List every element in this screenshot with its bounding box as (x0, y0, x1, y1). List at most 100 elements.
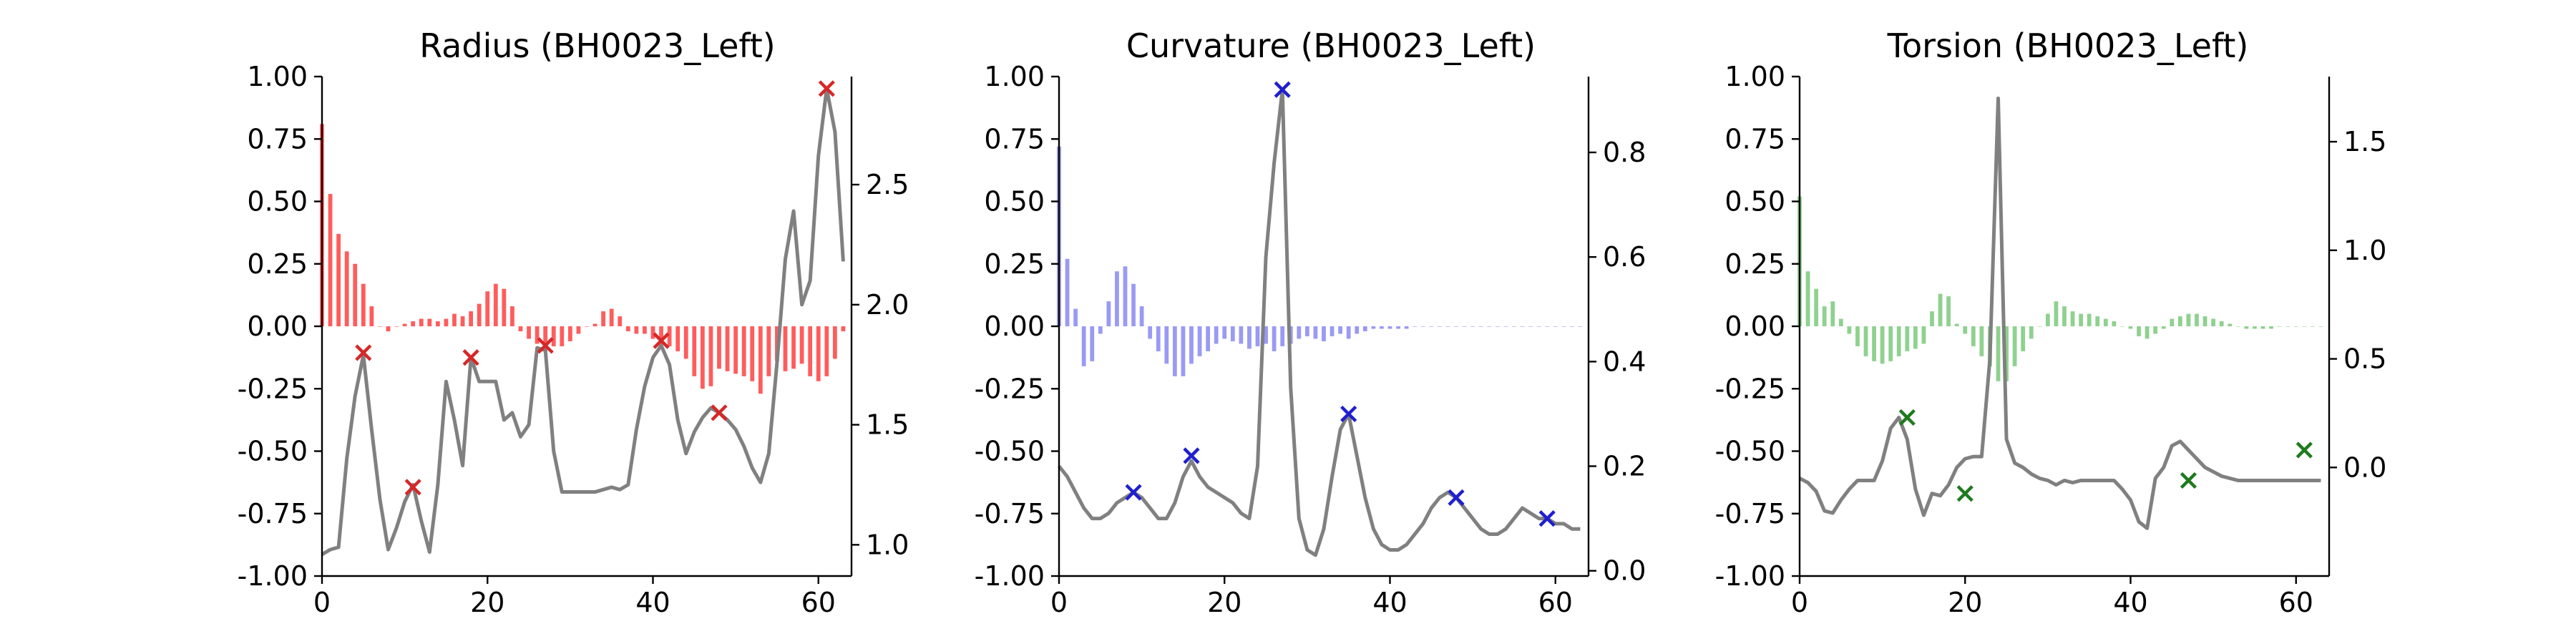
radius-bar (832, 326, 837, 359)
radius-bar (725, 326, 730, 371)
curvature-bar (1445, 326, 1450, 327)
curvature-y-tick-label: -0.25 (975, 373, 1045, 404)
curvature-x-tick-label: 0 (1050, 587, 1068, 618)
torsion-bar (2260, 326, 2265, 329)
radius-bar (469, 311, 474, 326)
radius-bar (700, 326, 705, 389)
curvature-marker (1538, 510, 1556, 527)
curvature-bar (1520, 326, 1525, 327)
radius-y-tick-label: -1.00 (238, 560, 308, 592)
torsion-bar (2235, 326, 2240, 327)
curvature-x-tick-label: 20 (1207, 587, 1241, 618)
radius-bar (592, 323, 597, 326)
torsion-bar (2302, 326, 2307, 327)
radius-bar (444, 318, 449, 326)
radius-bar (369, 306, 374, 326)
radius-bar (485, 291, 490, 326)
curvature-marker (1183, 447, 1200, 464)
radius-marker (404, 479, 421, 496)
radius-bar (675, 326, 680, 351)
curvature-bar (1338, 326, 1343, 334)
torsion-bar (2045, 313, 2050, 326)
curvature-bar (1545, 326, 1550, 327)
radius-bar (667, 326, 672, 346)
radius-bar (336, 233, 341, 326)
radius-bar (750, 326, 755, 381)
curvature-bar (1156, 326, 1161, 351)
curvature-y-tick-label: 1.00 (984, 61, 1045, 92)
radius-y2-tick-label: 2.0 (866, 289, 909, 321)
torsion-bar (1863, 326, 1868, 356)
torsion-bar (2285, 326, 2290, 327)
curvature-bar (1578, 326, 1583, 327)
torsion-y-tick-label: 0.50 (1724, 186, 1785, 218)
radius-bar (601, 311, 606, 326)
radius-bar (502, 288, 507, 326)
curvature-y2-tick-label: 0.6 (1603, 241, 1646, 273)
radius-bar (576, 326, 581, 334)
curvature-bar (1569, 326, 1574, 327)
torsion-y-tick-label: -0.75 (1715, 498, 1785, 530)
radius-x-tick-label: 60 (801, 587, 836, 618)
radius-bar (378, 326, 382, 327)
torsion-bar (1938, 293, 1943, 326)
torsion-y-tick-label: -0.50 (1715, 436, 1785, 467)
torsion-bar (2269, 326, 2273, 329)
radius-y-tick-label: 1.00 (247, 61, 308, 92)
curvature-bar (1255, 326, 1260, 346)
radius-bar (527, 326, 531, 339)
torsion-bar (2012, 326, 2017, 366)
torsion-y-tick-label: 0.25 (1724, 248, 1785, 280)
curvature-y2-tick-label: 0.0 (1603, 555, 1646, 587)
radius-bar (816, 326, 821, 381)
curvature-bar (1164, 326, 1169, 364)
curvature-bar (1380, 326, 1384, 329)
curvature-bar (1404, 326, 1409, 329)
torsion-bar (1905, 326, 1910, 351)
radius-bar (799, 326, 804, 364)
torsion-bar (2211, 318, 2216, 326)
curvature-bar (1090, 326, 1095, 361)
curvature-bar (1362, 326, 1367, 331)
curvature-bar (1495, 326, 1500, 327)
torsion-bar (1805, 271, 1810, 326)
curvature-bar (1172, 326, 1177, 376)
radius-x-tick-label: 40 (635, 587, 670, 618)
radius-bar (717, 326, 721, 369)
torsion-marker (1898, 409, 1916, 426)
curvature-marker (1340, 405, 1357, 423)
radius-y2-tick-label: 1.5 (866, 409, 909, 441)
curvature-y-tick-label: -0.50 (975, 436, 1045, 467)
curvature-bar (1462, 326, 1467, 327)
curvature-bar (1429, 326, 1434, 327)
radius-bar (460, 316, 465, 326)
radius-bar (328, 194, 333, 326)
radius-bar (361, 283, 366, 326)
torsion-bar (1979, 326, 1984, 356)
curvature-series-line (1058, 87, 1581, 557)
radius-bar (609, 308, 614, 326)
torsion-series-line (1798, 96, 2321, 530)
curvature-bar (1065, 258, 1070, 326)
torsion-bar (1888, 326, 1893, 361)
curvature-y-tick-label: -0.75 (975, 498, 1045, 530)
curvature-bar (1322, 326, 1326, 341)
torsion-bar (1971, 326, 1976, 346)
radius-bar (518, 326, 523, 331)
curvature-bar (1222, 326, 1227, 339)
curvature-bar (1148, 326, 1153, 339)
torsion-bar (1946, 296, 1951, 326)
radius-bar (766, 326, 771, 376)
torsion-y-tick-label: 0.75 (1724, 123, 1785, 155)
curvature-bar (1437, 326, 1442, 327)
torsion-bar (2037, 326, 2042, 327)
curvature-bar (1528, 326, 1533, 327)
radius-bar (419, 318, 424, 326)
curvature-bar (1512, 326, 1516, 327)
curvature-bar (1454, 326, 1458, 327)
radius-bar (386, 326, 391, 331)
radius-bar (394, 326, 399, 327)
curvature-bar (1330, 326, 1335, 336)
torsion-bar (2145, 326, 2150, 339)
